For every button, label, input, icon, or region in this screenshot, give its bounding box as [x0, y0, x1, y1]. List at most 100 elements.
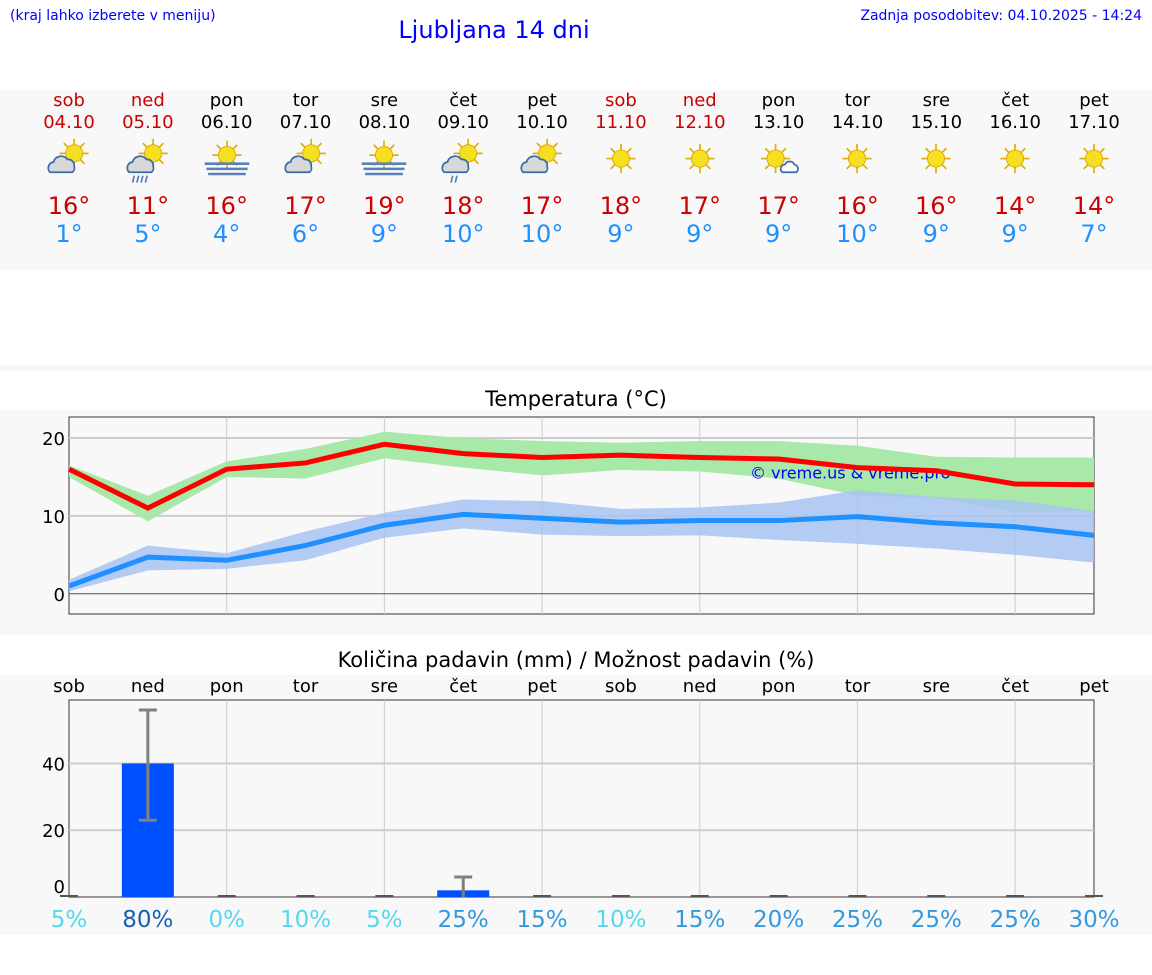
sun-icon	[1000, 144, 1030, 174]
location-hint: (kraj lahko izberete v meniju)	[10, 8, 216, 24]
day-date: 11.10	[595, 112, 647, 133]
x-tick-label: ned	[131, 676, 165, 697]
day-date: 09.10	[437, 112, 489, 133]
precip-chart: 0 20 40 sob ned pon tor sre čet pet sob ned pon tor sr…	[42, 676, 1119, 933]
max-temp: 17°	[678, 192, 722, 220]
x-tick-label: pet	[1079, 676, 1109, 697]
y-tick-label: 0	[54, 877, 65, 898]
day-name: pet	[1079, 90, 1109, 111]
max-temp: 16°	[836, 192, 879, 220]
page-title: Ljubljana 14 dni	[398, 16, 590, 44]
x-tick-label: sre	[371, 676, 398, 697]
min-temp: 10°	[441, 220, 485, 248]
sun-small-cloud-icon	[760, 144, 799, 174]
x-tick-label: čet	[1001, 676, 1029, 697]
day-column: sob 11.10 18° 9°	[581, 90, 661, 248]
day-name: pon	[209, 90, 244, 111]
y-tick-label: 10	[42, 507, 65, 528]
max-temp: 11°	[126, 192, 170, 220]
x-tick-label: pon	[210, 676, 244, 697]
day-name: čet	[1001, 90, 1030, 111]
precip-probability: 25%	[832, 907, 883, 933]
max-temp-line	[67, 441, 1095, 511]
min-temp: 10°	[836, 220, 879, 248]
precip-probability: 15%	[517, 907, 568, 933]
partly-cloudy-icon	[520, 138, 562, 174]
max-temp: 16°	[205, 192, 248, 220]
x-tick-label: čet	[449, 676, 477, 697]
max-temp: 19°	[363, 192, 406, 220]
day-date: 17.10	[1068, 112, 1120, 133]
precip-probability: 30%	[1068, 907, 1119, 933]
last-updated: Zadnja posodobitev: 04.10.2025 - 14:24	[860, 8, 1142, 24]
min-temp: 4°	[213, 220, 241, 248]
partly-cloudy-light-rain-icon	[441, 138, 483, 183]
day-name: pon	[761, 90, 796, 111]
y-tick-label: 0	[54, 585, 65, 606]
day-column: pon 13.10 17° 9°	[739, 90, 819, 248]
min-temp: 5°	[134, 220, 162, 248]
sun-fog-icon	[362, 140, 407, 176]
day-date: 14.10	[831, 112, 884, 133]
min-temp: 9°	[764, 220, 793, 248]
max-temp: 16°	[915, 192, 958, 220]
x-tick-label: pon	[762, 676, 796, 697]
day-column: tor 14.10 16° 10°	[817, 90, 897, 248]
day-date: 13.10	[752, 112, 805, 133]
min-temp: 10°	[520, 220, 564, 248]
day-name: ned	[682, 90, 717, 111]
day-date: 06.10	[200, 112, 253, 133]
max-temp: 17°	[520, 192, 564, 220]
sun-fog-icon	[204, 140, 249, 176]
day-column: ned 12.10 17° 9°	[660, 90, 740, 248]
partly-cloudy-icon	[284, 138, 326, 174]
day-column: sob 04.10 16° 1°	[29, 90, 109, 248]
x-tick-label: tor	[293, 676, 319, 697]
precip-chart-title: Količina padavin (mm) / Možnost padavin …	[337, 648, 815, 672]
x-tick-label: sob	[605, 676, 637, 697]
day-name: sre	[370, 90, 399, 111]
x-tick-label: ned	[683, 676, 717, 697]
x-tick-label: tor	[845, 676, 871, 697]
day-date: 05.10	[122, 112, 174, 133]
day-date: 12.10	[674, 112, 726, 133]
day-name: sob	[605, 90, 637, 111]
day-date: 07.10	[279, 112, 332, 133]
sun-icon	[685, 144, 715, 174]
max-temp: 16°	[47, 192, 91, 220]
day-date: 08.10	[358, 112, 411, 133]
precip-probability: 0%	[208, 907, 245, 933]
precip-probability: 20%	[753, 907, 804, 933]
max-temp: 14°	[1072, 192, 1116, 220]
min-temp: 9°	[922, 220, 950, 248]
day-name: tor	[844, 90, 871, 111]
day-name: sre	[922, 90, 951, 111]
day-date: 04.10	[43, 112, 95, 133]
min-temp: 9°	[370, 220, 399, 248]
max-temp: 14°	[993, 192, 1037, 220]
day-column: pet 17.10 14° 7°	[1054, 90, 1134, 248]
day-column: sre 15.10 16° 9°	[896, 90, 976, 248]
day-date: 10.10	[516, 112, 568, 133]
day-column: čet 16.10 14° 9°	[975, 90, 1055, 248]
max-temp: 18°	[599, 192, 643, 220]
precip-probability: 15%	[674, 907, 725, 933]
max-temp: 17°	[757, 192, 800, 220]
min-temp-line	[68, 511, 1095, 589]
precip-probability: 10%	[280, 907, 331, 933]
precip-probability: 25%	[990, 907, 1041, 933]
min-temp: 6°	[291, 220, 320, 248]
min-temp: 7°	[1080, 220, 1108, 248]
forecast-band	[0, 90, 1152, 270]
day-name: tor	[292, 90, 319, 111]
day-name: sob	[53, 90, 85, 111]
precip-probability: 5%	[366, 907, 403, 933]
sun-icon	[606, 144, 636, 174]
max-temp-range-band	[69, 431, 1094, 522]
day-name: ned	[130, 90, 165, 111]
precip-probability: 10%	[595, 907, 646, 933]
sun-icon	[842, 144, 873, 174]
sun-icon	[921, 144, 951, 174]
y-tick-label: 20	[42, 821, 65, 842]
